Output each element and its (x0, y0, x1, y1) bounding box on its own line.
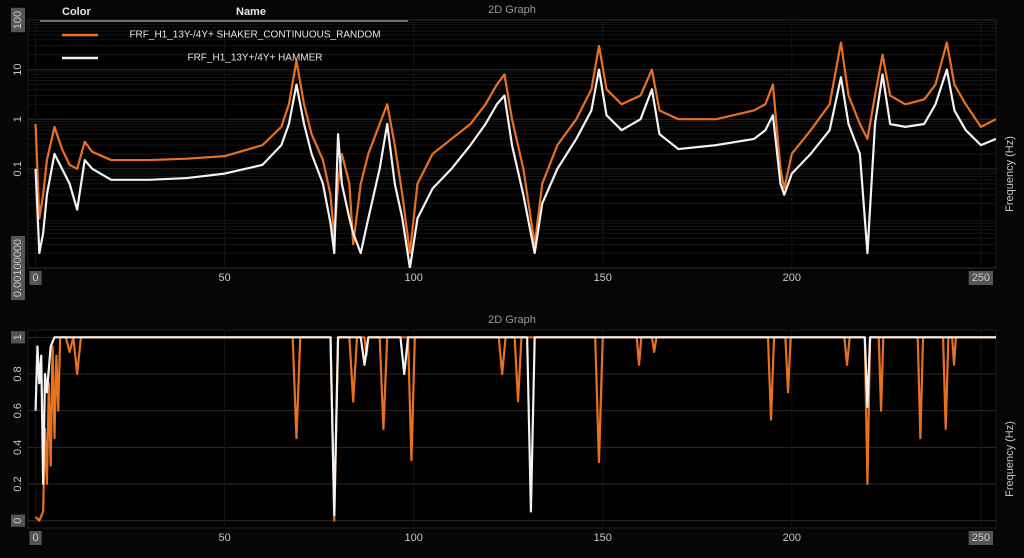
x-tick-label: 100 (405, 272, 423, 284)
y-tick-label: 10 (12, 63, 24, 75)
y-tick-label: 0.8 (12, 366, 24, 381)
tick-label-box (11, 331, 25, 344)
tick-label-box (29, 531, 42, 545)
x-tick-label: 200 (783, 532, 801, 544)
series-line (34, 336, 996, 517)
y-tick-label: 0.00100000 (12, 239, 24, 297)
x-tick-label: 50 (219, 272, 231, 284)
axis-label: Frequency (Hz) (1004, 421, 1016, 497)
x-tick-label: 50 (219, 532, 231, 544)
series-line (34, 68, 996, 268)
y-tick-label: 0 (12, 518, 24, 524)
y-tick-label: 100 (12, 11, 24, 29)
series-line (34, 41, 996, 255)
x-tick-label: 0 (33, 532, 39, 544)
tick-label-box (11, 235, 25, 301)
legend-header: Color (62, 6, 91, 18)
x-tick-label: 100 (405, 532, 423, 544)
y-tick-label: 0.6 (12, 403, 24, 418)
chart-title: 2D Graph (488, 4, 536, 16)
chart-title: 2D Graph (488, 314, 536, 326)
x-tick-label: 150 (594, 532, 612, 544)
x-tick-label: 250 (972, 532, 990, 544)
tick-label-box (11, 7, 25, 33)
tick-label-box (11, 514, 25, 527)
x-tick-label: 200 (783, 272, 801, 284)
y-tick-label: 1 (12, 334, 24, 340)
x-tick-label: 150 (594, 272, 612, 284)
y-tick-label: 0.2 (12, 476, 24, 491)
axis-label: Frequency (Hz) (1004, 136, 1016, 212)
tick-label-box (968, 531, 994, 545)
x-tick-label: 250 (972, 272, 990, 284)
y-tick-label: 0.4 (12, 440, 24, 455)
y-tick-label: 1 (12, 116, 24, 122)
legend-label: FRF_H1_13Y+/4Y+ HAMMER (187, 53, 322, 64)
legend-label: FRF_H1_13Y-/4Y+ SHAKER_CONTINUOUS_RANDOM (129, 30, 380, 41)
tick-label-box (29, 271, 42, 285)
plot-area (27, 329, 997, 529)
legend-header: Name (236, 6, 266, 18)
tick-label-box (968, 271, 994, 285)
y-tick-label: 0.1 (12, 161, 24, 176)
x-tick-label: 0 (33, 272, 39, 284)
